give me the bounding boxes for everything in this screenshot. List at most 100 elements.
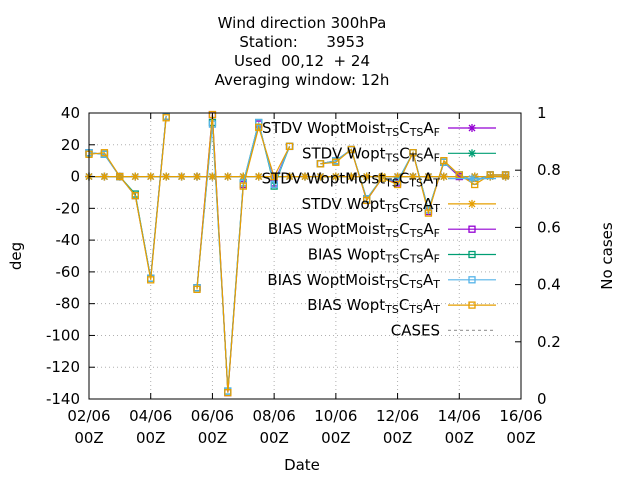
x-tick-sublabel: 00Z [259,429,288,447]
data-point [347,145,355,154]
y-tick-label: -140 [46,390,80,408]
data-point [439,172,448,181]
y2-tick-label: 0.2 [537,333,561,351]
legend: STDV WoptMoistTSCTSAF STDV WoptTSCTSAF STD… [262,119,496,339]
series-line [88,114,506,393]
x-tick-sublabel: 00Z [445,429,474,447]
data-point [224,388,232,397]
x-tick-label: 02/06 [67,407,110,425]
x-tick-label: 16/06 [499,407,542,425]
data-point [393,180,402,189]
data-point [285,172,294,181]
x-tick-label: 10/06 [314,407,357,425]
data-point [424,209,433,217]
x-tick-sublabel: 00Z [321,429,350,447]
data-point [162,172,171,181]
data-point [285,142,294,151]
legend-entry-label: STDV WoptMoistTSCTSAF [262,119,440,139]
legend-entry-swatch [448,301,496,309]
legend-entry-label: BIAS WoptMoistTSCTSAF [268,220,440,240]
legend-entry-label: CASES [391,321,440,339]
data-point [255,123,263,131]
legend-entry-label: BIAS WoptTSCTSAT [307,296,440,316]
data-point [331,172,340,181]
series-3 [85,172,510,181]
x-tick-sublabel: 00Z [198,429,227,447]
x-axis-label: Date [284,456,320,474]
legend-marker [468,124,476,132]
data-point [316,172,325,181]
data-point [301,172,309,181]
legend-marker [468,174,476,183]
legend-marker [468,250,476,259]
legend-entry-swatch [448,199,496,208]
data-point [409,172,417,181]
data-point [285,142,294,151]
y2-tick-label: 0 [537,390,547,408]
data-point [378,174,386,182]
data-point [193,172,201,181]
x-tick-sublabel: 00Z [383,429,412,447]
chart-title-line-1: Wind direction 300hPa [217,14,387,32]
legend-entry-label: STDV WoptTSCTSAT [302,195,441,215]
y2-tick-label: 0.4 [537,276,561,294]
data-point [486,171,494,179]
legend-marker [468,199,476,208]
x-tick-label: 12/06 [376,407,419,425]
legend-entry-label: BIAS WoptTSCTSAF [308,246,440,266]
chart-title-line-3: Used 00,12 + 24 [234,52,370,70]
data-point [254,172,263,181]
y2-tick-label: 0.8 [537,161,561,179]
legend-entry-swatch [448,124,496,132]
legend-entry-swatch [448,225,496,233]
x-tick-sublabel: 00Z [136,429,165,447]
data-point [100,149,109,157]
plot-frame [88,112,522,400]
x-tick-label: 14/06 [438,407,481,425]
data-point [501,171,510,179]
legend-entry-swatch [448,149,496,158]
data-point [239,182,247,190]
data-point [177,172,186,181]
data-point [116,172,124,181]
legend-entry-swatch [448,250,496,259]
y-tick-label: -60 [56,263,81,281]
data-point [270,172,278,181]
y-tick-label: -100 [46,326,80,344]
y-axis-label: deg [7,242,25,270]
x-tick-label: 08/06 [253,407,296,425]
y-tick-label: 40 [61,104,80,122]
legend-marker [468,301,476,309]
x-tick-label: 04/06 [129,407,172,425]
x-tick-sublabel: 00Z [506,429,535,447]
data-point [223,172,232,181]
legend-entry-label: STDV WoptTSCTSAF [302,144,440,164]
y-tick-label: -40 [56,231,81,249]
series-5 [85,112,510,395]
data-point [285,142,294,151]
x-tick-label: 06/06 [191,407,234,425]
legend-marker [468,225,476,233]
data-point [363,196,371,205]
y-tick-label: -120 [46,358,80,376]
series-6 [85,112,510,395]
y-tick-label: 20 [61,136,80,154]
axes: 40 20 0 -20 -40 -60 -80 -100 -120 -140 1 0.8 0.6 0.4 0… [46,104,561,447]
data-point [409,149,417,157]
chart-title-line-2: Station: 3953 [239,33,365,51]
y2-tick-label: 1 [537,104,547,122]
data-point [316,160,325,168]
data-point [131,191,139,200]
data-point [362,172,371,181]
legend-marker [468,276,476,284]
legend-entry-label: BIAS WoptMoistTSCTSAT [267,271,440,291]
legend-entry-swatch [448,174,496,183]
data-point [162,114,170,122]
legend-entry-swatch [448,276,496,284]
data-point [424,172,433,181]
y-tick-label: -20 [56,199,81,217]
data-point [270,180,278,189]
data-point [193,285,201,294]
data-point [347,172,356,181]
